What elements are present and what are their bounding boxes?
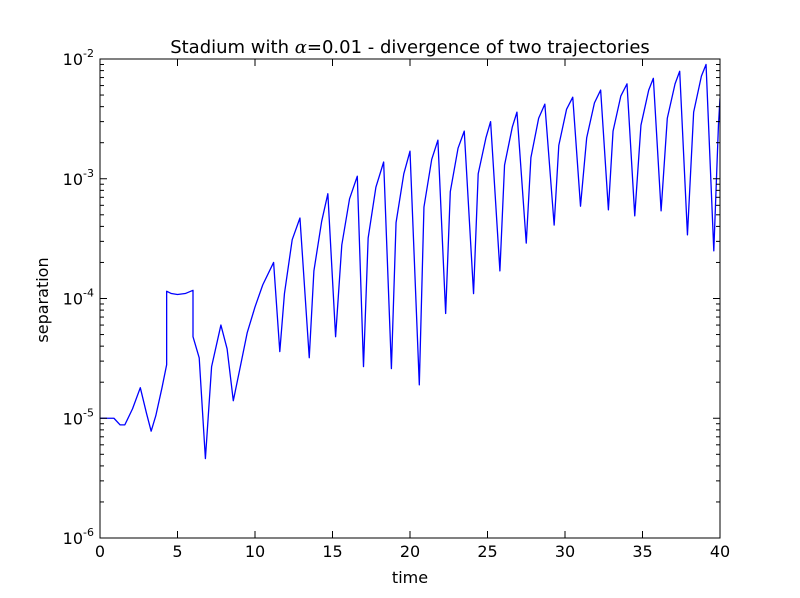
y-tick-label: 10-5	[63, 406, 94, 428]
x-tick-label: 20	[400, 542, 420, 561]
series-line-0	[100, 63, 720, 460]
chart-title: Stadium with α=0.01 - divergence of two …	[170, 37, 650, 58]
x-tick-label: 40	[710, 542, 730, 561]
x-axis-label: time	[392, 568, 428, 587]
x-tick-label: 25	[477, 542, 497, 561]
y-tick-label: 10-4	[63, 287, 94, 309]
y-axis-label: separation	[33, 257, 52, 342]
x-tick-label: 35	[632, 542, 652, 561]
y-tick-label: 10-6	[63, 526, 94, 548]
title-alpha-symbol: α	[295, 37, 307, 58]
plot-area: 0 5 10 15 20 25 30 35 40 10-6 10-5 10-4 10-3 10-2	[63, 47, 731, 561]
x-tick-label: 5	[172, 542, 182, 561]
y-tick-label: 10-2	[63, 47, 94, 69]
x-tick-label: 0	[95, 542, 105, 561]
x-tick-label: 10	[245, 542, 265, 561]
x-tick-label: 15	[322, 542, 342, 561]
y-tick-label: 10-3	[63, 167, 94, 189]
x-tick-label: 30	[555, 542, 575, 561]
